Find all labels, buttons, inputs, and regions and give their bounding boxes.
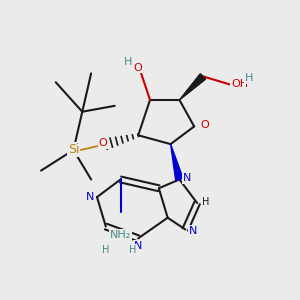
Text: OH: OH (231, 79, 248, 89)
Text: O: O (134, 63, 142, 73)
Polygon shape (171, 144, 183, 180)
Text: O: O (98, 138, 107, 148)
Text: Si: Si (68, 143, 79, 157)
Text: O: O (200, 120, 209, 130)
Text: H: H (202, 196, 210, 206)
Text: N: N (188, 226, 197, 236)
Text: NH₂: NH₂ (110, 230, 131, 240)
Text: H: H (124, 57, 132, 67)
Text: H: H (102, 245, 110, 255)
Text: N: N (134, 241, 142, 251)
Text: N: N (85, 192, 94, 202)
Text: H: H (129, 245, 136, 255)
Text: H: H (244, 73, 253, 83)
Polygon shape (179, 74, 206, 100)
Text: N: N (183, 173, 191, 183)
